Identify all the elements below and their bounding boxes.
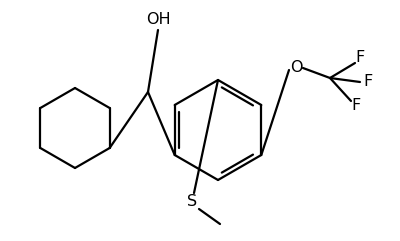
Text: F: F xyxy=(355,51,365,66)
Text: F: F xyxy=(351,99,361,114)
Text: OH: OH xyxy=(146,13,170,27)
Text: O: O xyxy=(290,60,302,75)
Text: S: S xyxy=(187,194,197,209)
Text: F: F xyxy=(363,74,373,89)
